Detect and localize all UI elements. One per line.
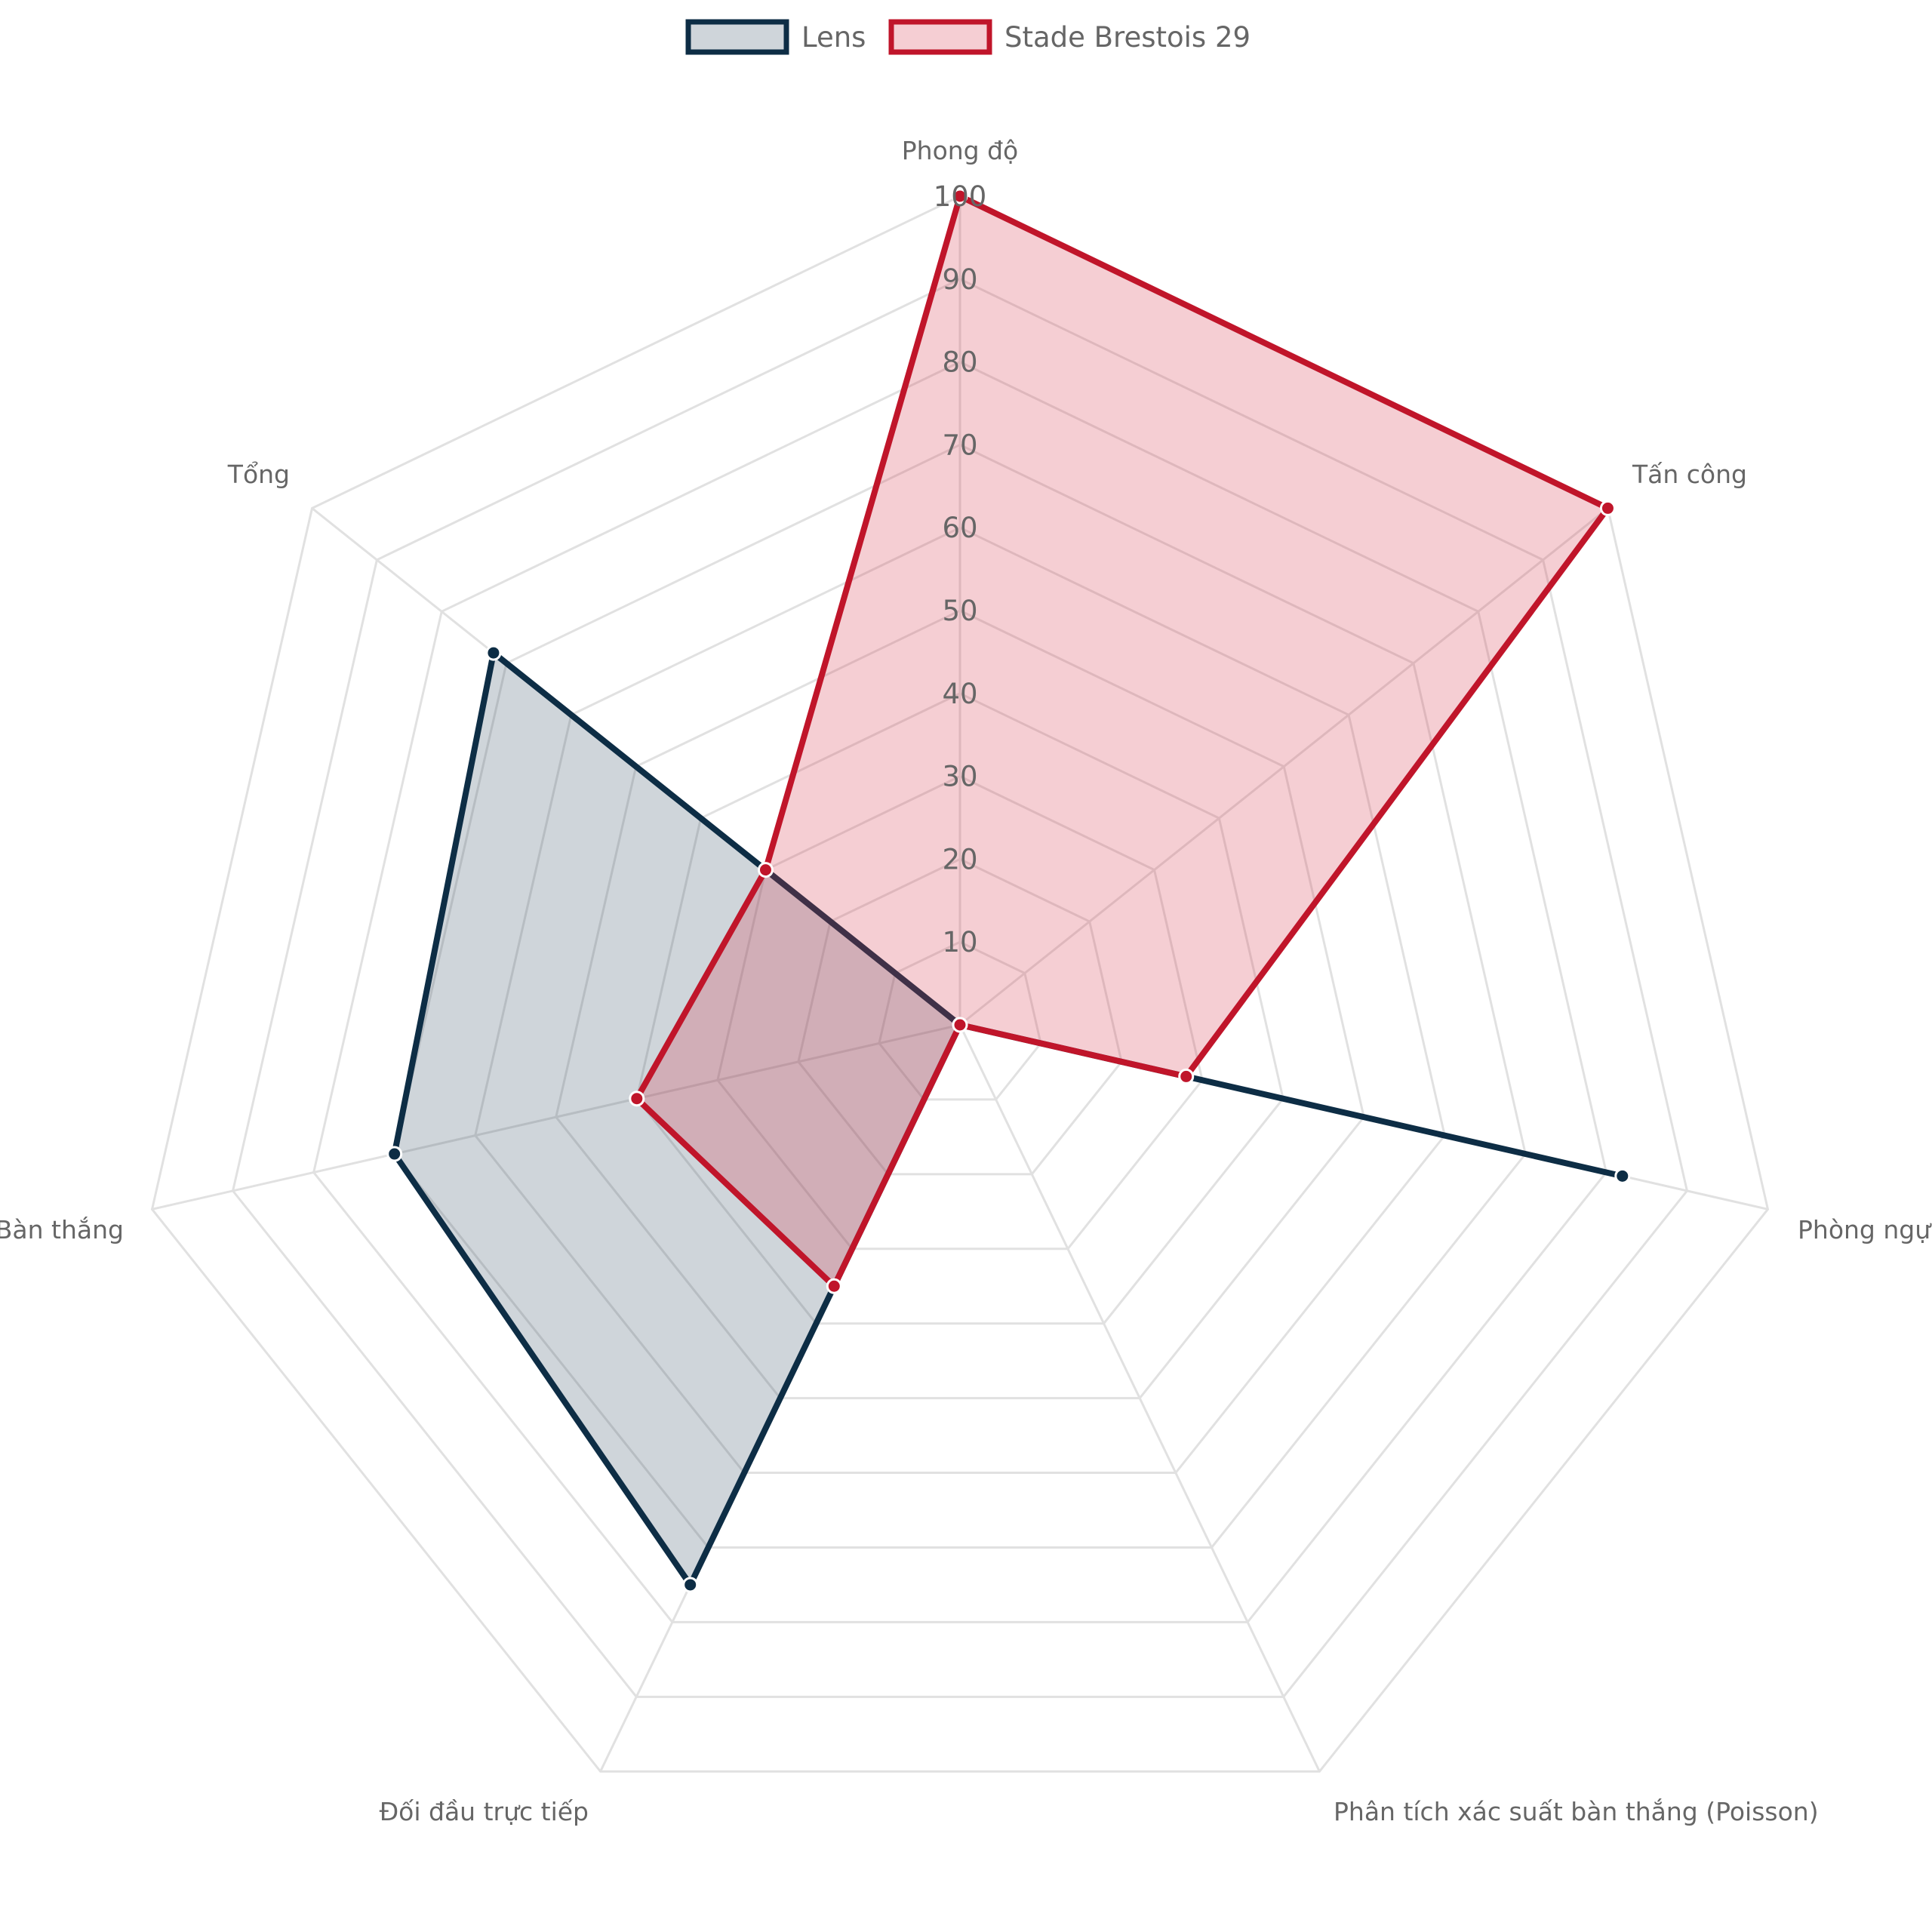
data-point-stade-brestois-29-phong-ngu[interactable] bbox=[1178, 1068, 1195, 1084]
axis-label-doi-dau-truc-tiep: Đối đầu trực tiếp bbox=[380, 1797, 589, 1826]
grid-ring-100 bbox=[150, 195, 1770, 1773]
data-point-stade-brestois-29-doi-dau-truc-tiep[interactable] bbox=[826, 1278, 842, 1294]
data-point-lens-doi-dau-truc-tiep[interactable] bbox=[682, 1577, 699, 1593]
legend-label-lens: Lens bbox=[801, 21, 866, 54]
data-point-lens-tong[interactable] bbox=[485, 645, 502, 661]
tick-label-90: 90 bbox=[942, 263, 977, 296]
tick-label-30: 30 bbox=[942, 761, 977, 793]
legend-item-stade-brestois-29[interactable]: Stade Brestois 29 bbox=[888, 19, 1251, 55]
series-area-stade-brestois-29 bbox=[632, 192, 1613, 1291]
data-point-stade-brestois-29-phan-tich-xac-suat-ban-thang-poisson[interactable] bbox=[952, 1017, 968, 1033]
legend-swatch-stade-brestois-29 bbox=[888, 19, 992, 55]
axis-label-tong: Tổng bbox=[227, 460, 290, 489]
data-point-stade-brestois-29-tong[interactable] bbox=[757, 862, 774, 878]
radial-ticks: 10 20 30 40 50 60 70 80 90 100 bbox=[934, 180, 987, 958]
legend[interactable]: Lens Stade Brestois 29 bbox=[685, 19, 1251, 55]
axis-label-phan-tich-xac-suat-ban-thang-poisson: Phân tích xác suất bàn thắng (Poisson) bbox=[1334, 1797, 1819, 1826]
axis-label-phong-ngu: Phòng ngự bbox=[1798, 1215, 1932, 1244]
tick-label-50: 50 bbox=[942, 595, 977, 627]
data-point-lens-phong-ngu[interactable] bbox=[1614, 1168, 1631, 1184]
spoke-ban-thang bbox=[152, 1023, 961, 1211]
grid-ring-20 bbox=[797, 857, 1123, 1176]
tick-label-40: 40 bbox=[942, 678, 977, 710]
tick-label-60: 60 bbox=[942, 512, 977, 544]
data-point-stade-brestois-29-ban-thang[interactable] bbox=[629, 1091, 645, 1107]
axis-label-phong-do: Phong độ bbox=[902, 136, 1019, 165]
tick-label-10: 10 bbox=[942, 926, 977, 958]
tick-label-100: 100 bbox=[934, 180, 987, 213]
tick-label-80: 80 bbox=[942, 346, 977, 379]
legend-label-stade-brestois-29: Stade Brestois 29 bbox=[1004, 21, 1251, 54]
spoke-phan-tich-xac-suat-ban-thang-poisson bbox=[958, 1024, 1321, 1772]
data-point-lens-ban-thang[interactable] bbox=[386, 1146, 403, 1162]
grid-ring-60 bbox=[474, 526, 1446, 1475]
grid-ring-50 bbox=[555, 609, 1365, 1400]
grid-ring-10 bbox=[878, 940, 1042, 1101]
grid-ring-80 bbox=[312, 360, 1607, 1623]
tick-label-70: 70 bbox=[942, 429, 977, 461]
tick-label-20: 20 bbox=[942, 843, 977, 875]
axis-labels: Phong độ Tấn công Phòng ngự Phân tích xác s… bbox=[0, 136, 1932, 1826]
radar-series bbox=[386, 188, 1631, 1593]
grid-ring-30 bbox=[716, 774, 1204, 1251]
spoke-tan-cong bbox=[959, 507, 1609, 1026]
legend-swatch-lens bbox=[685, 19, 789, 55]
axis-label-tan-cong: Tấn công bbox=[1632, 460, 1747, 489]
axis-label-ban-thang: Bàn thắng bbox=[0, 1215, 124, 1244]
data-point-stade-brestois-29-phong-do[interactable] bbox=[952, 188, 968, 205]
grid-ring-90 bbox=[231, 278, 1689, 1698]
grid-ring-40 bbox=[635, 692, 1284, 1325]
legend-item-lens[interactable]: Lens bbox=[685, 19, 866, 55]
data-point-stade-brestois-29-tan-cong[interactable] bbox=[1599, 500, 1616, 516]
series-stade-brestois-29 bbox=[629, 188, 1616, 1294]
